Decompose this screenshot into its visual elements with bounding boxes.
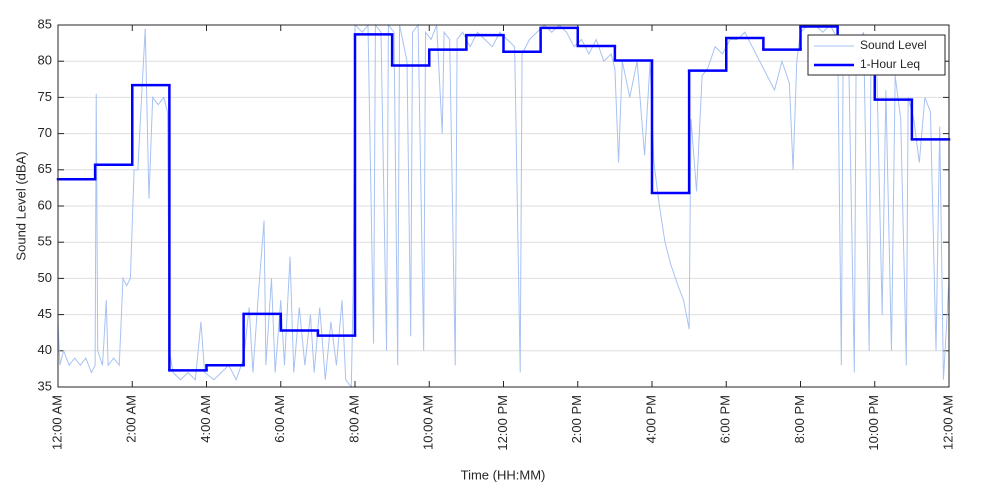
y-tick-label: 85	[38, 16, 52, 31]
x-tick-label: 10:00 AM	[421, 395, 436, 450]
y-tick-label: 35	[38, 378, 52, 393]
y-tick-label: 60	[38, 197, 52, 212]
x-tick-label: 12:00 AM	[940, 395, 955, 450]
y-tick-label: 65	[38, 161, 52, 176]
y-axis-label: Sound Level (dBA)	[13, 151, 28, 260]
x-tick-label: 12:00 AM	[49, 395, 64, 450]
x-tick-label: 12:00 PM	[495, 395, 510, 451]
legend-box	[807, 34, 946, 76]
x-axis-label: Time (HH:MM)	[461, 467, 546, 482]
x-tick-label: 2:00 AM	[124, 395, 139, 443]
x-tick-label: 10:00 PM	[866, 395, 881, 451]
axes-box	[57, 24, 950, 388]
y-tick-label: 55	[38, 234, 52, 249]
y-tick-label: 40	[38, 342, 52, 357]
y-tick-label: 80	[38, 53, 52, 68]
legend-label: 1-Hour Leq	[860, 57, 920, 71]
x-tick-label: 2:00 PM	[569, 395, 584, 443]
x-tick-label: 4:00 AM	[198, 395, 213, 443]
y-tick-label: 75	[38, 89, 52, 104]
y-tick-label: 70	[38, 125, 52, 140]
legend-label: Sound Level	[860, 38, 927, 52]
y-tick-label: 50	[38, 270, 52, 285]
y-tick-label: 45	[38, 306, 52, 321]
x-tick-label: 6:00 AM	[272, 395, 287, 443]
x-tick-label: 4:00 PM	[643, 395, 658, 443]
x-tick-label: 8:00 AM	[346, 395, 361, 443]
x-tick-label: 6:00 PM	[718, 395, 733, 443]
x-tick-label: 8:00 PM	[792, 395, 807, 443]
